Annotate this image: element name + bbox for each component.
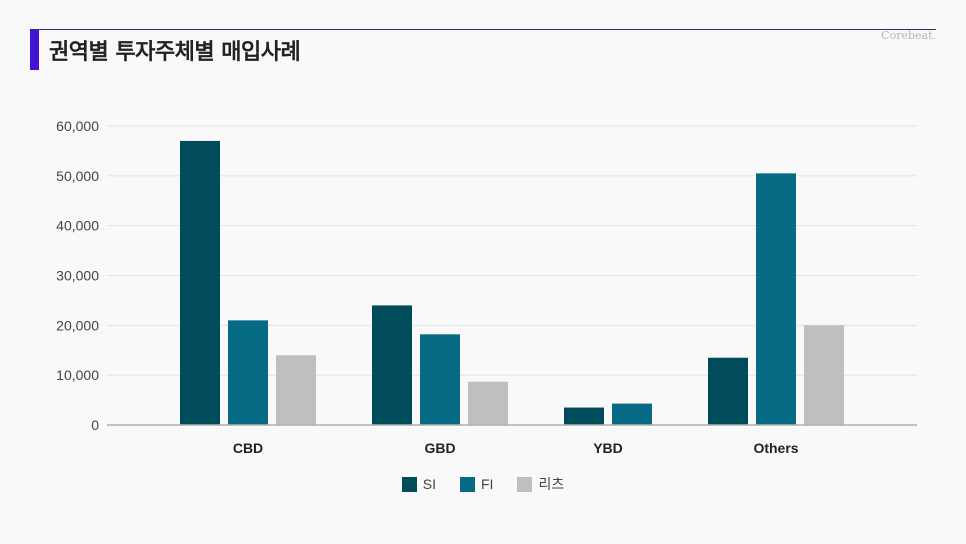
header-rule <box>30 29 936 30</box>
bar-SI-Others <box>708 357 748 425</box>
y-tick-label: 60,000 <box>56 118 99 134</box>
x-tick-label: GBD <box>424 440 455 456</box>
x-tick-label: YBD <box>593 440 623 456</box>
bar-SI-GBD <box>372 305 412 425</box>
legend-label: 리츠 <box>538 476 565 492</box>
bar-FI-CBD <box>228 320 268 425</box>
brand-logo: Corebeat. <box>881 29 936 42</box>
title-accent-bar <box>30 30 39 70</box>
chart-title: 권역별 투자주체별 매입사례 <box>49 40 301 65</box>
legend-swatch <box>401 476 417 492</box>
legend-swatch <box>517 476 533 492</box>
bar-리츠-CBD <box>276 355 316 425</box>
legend-item: 리츠 <box>517 474 564 494</box>
legend-item: SI <box>401 474 436 494</box>
bar-리츠-GBD <box>468 381 508 425</box>
y-tick-label: 50,000 <box>56 168 99 184</box>
y-tick-label: 20,000 <box>56 317 99 333</box>
x-tick-label: CBD <box>233 440 263 456</box>
bar-FI-YBD <box>612 403 652 425</box>
bar-리츠-Others <box>804 325 844 425</box>
legend: SI FI 리츠 <box>0 474 966 494</box>
y-tick-label: 30,000 <box>56 268 99 284</box>
y-tick-label: 40,000 <box>56 218 99 234</box>
legend-item: FI <box>460 474 493 494</box>
x-tick-label: Others <box>753 440 798 456</box>
legend-label: FI <box>481 476 494 492</box>
y-tick-label: 0 <box>91 417 99 433</box>
bar-FI-GBD <box>420 334 460 425</box>
y-tick-label: 10,000 <box>56 367 99 383</box>
legend-swatch <box>460 476 475 492</box>
legend-label: SI <box>422 476 436 492</box>
bar-SI-CBD <box>180 140 220 425</box>
bar-SI-YBD <box>564 407 604 425</box>
bar-FI-Others <box>756 173 796 425</box>
